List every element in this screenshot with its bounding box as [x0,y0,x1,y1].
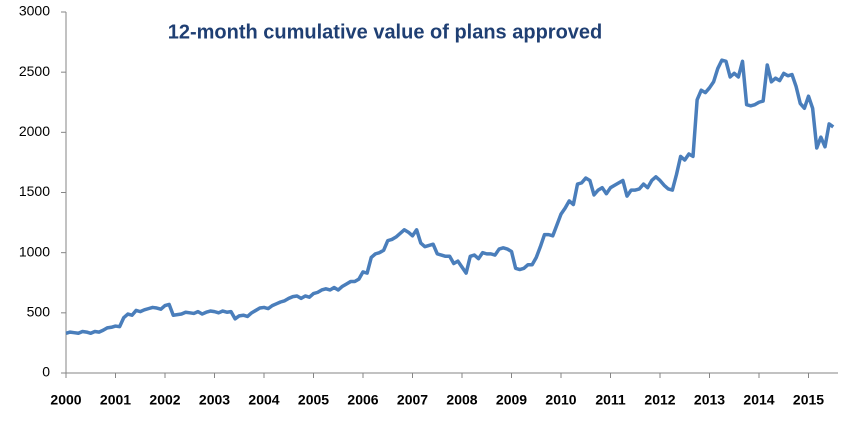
x-tick-label: 2006 [347,392,378,408]
y-tick-label: 3000 [19,3,50,19]
x-tick-label: 2007 [397,392,428,408]
y-tick-label: 2500 [19,63,50,79]
y-tick-label: 1500 [19,183,50,199]
x-tick-label: 2010 [545,392,576,408]
x-tick-label: 2003 [199,392,230,408]
x-tick-label: 2013 [694,392,725,408]
y-tick-label: 0 [42,364,50,380]
y-tick-label: 2000 [19,123,50,139]
chart-title: 12-month cumulative value of plans appro… [168,21,603,43]
x-tick-label: 2015 [793,392,824,408]
x-tick-label: 2014 [743,392,774,408]
x-tick-label: 2009 [496,392,527,408]
series-line [65,58,835,336]
x-tick-label: 2001 [100,392,131,408]
x-tick-label: 2002 [149,392,180,408]
x-tick-label: 2012 [644,392,675,408]
x-tick-label: 2005 [298,392,329,408]
x-tick-label: 2008 [446,392,477,408]
y-tick-label: 500 [27,304,51,320]
x-tick-label: 2004 [248,392,279,408]
x-tick-label: 2000 [50,392,81,408]
x-tick-label: 2011 [595,392,626,408]
y-tick-label: 1000 [19,243,50,259]
